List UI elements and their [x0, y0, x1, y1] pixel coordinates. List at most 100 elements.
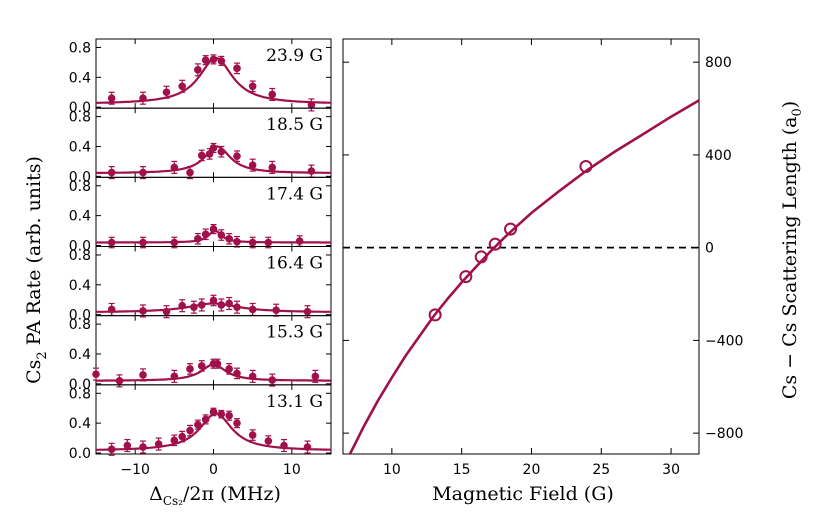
data-point: [209, 225, 218, 233]
data-point: [186, 426, 194, 435]
data-point: [139, 443, 147, 451]
data-point: [139, 238, 147, 247]
left-y-axis-title: Cs2 PA Rate (arb. units): [23, 156, 50, 384]
data-point: [209, 55, 218, 64]
x-tick-label: 0: [209, 462, 218, 478]
y-tick-label: 0.0: [69, 377, 91, 393]
data-point: [248, 82, 257, 91]
measured-point: [488, 237, 502, 251]
y-tick-label: 0.0: [69, 446, 91, 462]
data-point: [92, 370, 100, 378]
data-point: [107, 445, 116, 454]
data-point: [233, 237, 241, 246]
x-tick-label: 25: [592, 462, 610, 478]
data-point: [178, 301, 186, 310]
plot-frame: [342, 38, 700, 455]
data-point: [162, 307, 171, 316]
right-plot: 10 15 20 25 30 −800 −400 0 400 800: [342, 38, 743, 478]
panel-3: 0.0 0.4 0.8 16.4 G: [69, 246, 332, 324]
data-point: [107, 305, 116, 314]
panel-label: 17.4 G: [266, 184, 323, 204]
data-point: [233, 152, 241, 160]
data-point: [233, 419, 241, 427]
panel-4: 0.0 0.4 0.8 15.3 G: [69, 315, 332, 393]
data-point: [248, 305, 257, 314]
data-point: [123, 441, 132, 450]
data-point: [225, 299, 233, 308]
left-panels: 0.0 0.4 0.8 23.9 G 0.0 0.4 0.8 18.5 G 0.0 0.4 0.8 1…: [69, 38, 332, 478]
data-point: [170, 163, 179, 172]
data-point: [268, 163, 277, 172]
data-point: [186, 168, 194, 177]
right-x-axis-title: Magnetic Field (G): [432, 483, 614, 505]
data-point: [139, 307, 147, 315]
panel-label: 15.3 G: [266, 323, 323, 343]
data-point: [107, 238, 116, 247]
x-tick-label: 10: [283, 462, 301, 478]
x-tick-label: −10: [120, 462, 150, 478]
y-tick-label: 0.8: [69, 317, 91, 333]
data-point: [264, 437, 273, 445]
data-point: [307, 167, 316, 175]
right-y-axis-title: Cs − Cs Scattering Length (a0): [779, 101, 805, 399]
data-point: [233, 303, 241, 312]
fit-curve: [96, 412, 331, 451]
data-point: [217, 301, 226, 309]
data-point: [197, 301, 206, 309]
data-point: [248, 161, 257, 169]
data-point: [178, 432, 186, 441]
y-tick-label: −800: [705, 426, 743, 442]
panel-label: 18.5 G: [266, 115, 323, 135]
data-point: [197, 151, 206, 160]
x-tick-label: 20: [523, 462, 541, 478]
y-tick-label: 0.8: [69, 40, 91, 56]
data-point: [217, 147, 226, 156]
y-tick-label: 0.0: [69, 169, 91, 185]
data-point: [268, 90, 277, 99]
data-point: [209, 144, 218, 152]
data-point: [209, 408, 218, 416]
measured-point: [474, 250, 488, 264]
measured-point: [579, 160, 593, 174]
y-tick-label: 0.4: [69, 347, 91, 363]
data-point: [233, 64, 241, 73]
data-point: [107, 168, 116, 177]
measured-point: [504, 222, 518, 236]
data-point: [197, 362, 206, 370]
data-point: [170, 238, 179, 247]
data-point: [201, 415, 210, 424]
data-point: [190, 303, 198, 312]
data-point: [311, 372, 320, 381]
data-point: [186, 365, 194, 373]
data-point: [201, 56, 210, 64]
data-point: [217, 57, 226, 65]
y-tick-label: 0.8: [69, 386, 91, 402]
measured-point: [428, 308, 442, 322]
data-point: [295, 237, 304, 245]
data-point: [233, 369, 241, 378]
measured-point: [459, 270, 473, 284]
panel-5: 0.0 0.4 0.8 13.1 G: [69, 384, 332, 462]
data-point: [107, 94, 116, 103]
y-tick-label: 400: [705, 148, 732, 164]
data-point: [248, 238, 257, 247]
left-x-axis-title: ΔCs₂/2π (MHz): [149, 483, 281, 508]
y-tick-label: 0: [705, 241, 714, 257]
data-point: [170, 372, 179, 381]
data-point: [268, 376, 277, 384]
y-tick-label: 0.4: [69, 278, 91, 294]
panel-1: 0.0 0.4 0.8 18.5 G: [69, 107, 332, 185]
data-point: [217, 231, 226, 239]
y-tick-label: 0.0: [69, 239, 91, 255]
data-point: [178, 82, 186, 91]
x-tick-label: 15: [453, 462, 471, 478]
y-tick-label: 800: [705, 55, 732, 71]
y-tick-label: 0.8: [69, 110, 91, 126]
data-point: [217, 410, 226, 418]
data-point: [139, 168, 147, 177]
y-tick-label: 0.0: [69, 100, 91, 116]
panel-label: 16.4 G: [266, 254, 323, 274]
data-point: [272, 306, 280, 314]
data-point: [201, 230, 210, 239]
